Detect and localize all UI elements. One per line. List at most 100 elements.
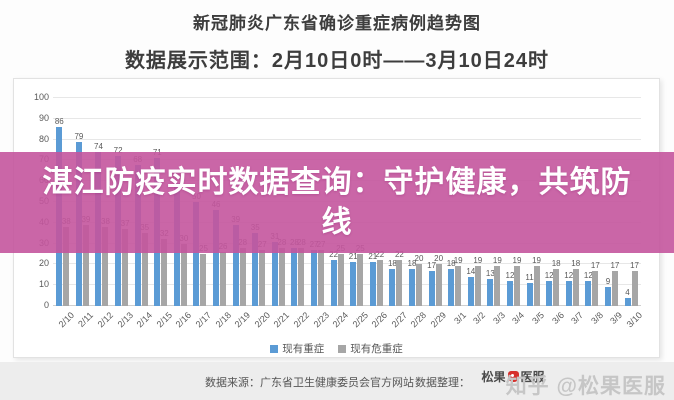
bar-critical xyxy=(357,254,364,306)
y-tick-label: 80 xyxy=(38,133,49,144)
bar-severe xyxy=(408,268,415,306)
bar-value-label: 19 xyxy=(492,256,502,266)
songguo-logo: 松果 医服 xyxy=(478,368,548,385)
data-editor-text: 数据整理： xyxy=(415,377,470,389)
bar-severe xyxy=(546,281,553,306)
bar-value-label: 19 xyxy=(473,256,483,266)
page-title: 新冠肺炎广东省确诊重症病例趋势图 xyxy=(193,14,481,33)
bar-critical xyxy=(180,243,187,306)
bar-value-label: 17 xyxy=(610,260,620,270)
legend-swatch-severe-icon xyxy=(270,344,279,353)
bar-critical xyxy=(533,266,540,306)
bar-critical xyxy=(494,266,501,306)
bar-value-label: 22 xyxy=(329,250,339,260)
bar-critical xyxy=(513,266,520,306)
bar-value-label: 22 xyxy=(375,250,385,260)
gridline xyxy=(53,284,641,286)
legend-label-severe: 现有重症 xyxy=(282,343,325,355)
bar-severe xyxy=(565,281,572,306)
date-slot: 13 19 3/3 xyxy=(484,98,507,325)
bar-value-label: 21 xyxy=(348,252,358,262)
gridline xyxy=(53,97,641,98)
date-slot: 9 17 3/9 xyxy=(602,98,624,326)
date-slot: 18 20 2/28 xyxy=(406,98,429,329)
bar-value-label: 19 xyxy=(532,256,541,266)
date-slot: 11 19 3/5 xyxy=(523,98,546,325)
bar-critical xyxy=(611,270,618,306)
bar-critical xyxy=(220,251,227,306)
gridline xyxy=(53,117,641,119)
bar-value-label: 21 xyxy=(368,252,378,262)
logo-text-right: 医服 xyxy=(520,370,545,384)
bar-severe xyxy=(624,297,631,306)
bar-severe xyxy=(389,268,396,306)
bar-value-label: 12 xyxy=(505,271,515,281)
bar-value-label: 14 xyxy=(466,266,476,276)
bar-severe xyxy=(193,202,200,306)
bar-critical xyxy=(278,247,285,306)
zhihu-watermark: 知乎 @松果医服 xyxy=(505,375,666,398)
bar-critical xyxy=(337,254,344,306)
bar-severe xyxy=(467,276,474,306)
bar-value-label: 18 xyxy=(387,258,397,268)
bar-severe xyxy=(311,249,318,306)
pinecone-logo-icon xyxy=(507,371,519,382)
bar-value-label: 19 xyxy=(512,256,522,266)
bar-critical xyxy=(239,247,246,306)
bar-value-label: 74 xyxy=(94,142,103,152)
y-tick-label: 100 xyxy=(33,92,49,102)
bar-value-label: 18 xyxy=(446,258,456,268)
legend-label-critical: 现有危重症 xyxy=(350,343,403,355)
bar-severe xyxy=(291,247,298,306)
bar-critical xyxy=(396,260,403,306)
bar-severe xyxy=(350,262,357,306)
bar-critical xyxy=(259,249,266,306)
gridline xyxy=(53,263,641,265)
logo-text-left: 松果 xyxy=(481,370,506,384)
bar-value-label: 17 xyxy=(590,260,600,270)
bar-value-label: 79 xyxy=(74,131,84,141)
date-slot: 12 18 3/7 xyxy=(562,98,585,326)
gridline xyxy=(53,138,641,140)
bar-value-label: 11 xyxy=(525,273,534,283)
legend-swatch-critical-icon xyxy=(338,344,347,353)
bar-value-label: 12 xyxy=(564,271,574,281)
bar-critical xyxy=(102,226,109,306)
legend-item-critical: 现有危重症 xyxy=(338,341,403,356)
bar-value-label: 18 xyxy=(407,258,417,268)
bar-severe xyxy=(252,233,259,306)
bar-critical xyxy=(200,254,207,306)
bar-severe xyxy=(448,268,455,306)
bar-critical xyxy=(474,266,481,306)
bar-critical xyxy=(318,249,325,306)
date-slot: 18 22 2/27 xyxy=(386,98,409,329)
date-slot: 18 19 3/1 xyxy=(445,98,468,325)
date-slot: 12 17 3/8 xyxy=(582,98,605,326)
y-tick-label: 10 xyxy=(38,279,49,290)
chart-legend: 现有重症 现有危重症 xyxy=(14,341,659,356)
bar-critical xyxy=(572,268,579,306)
bar-value-label: 72 xyxy=(113,146,123,156)
bar-severe xyxy=(232,224,239,306)
bar-value-label: 9 xyxy=(605,277,611,287)
footer-bar: 数据来源：广东省卫生健康委员会官方网站 数据整理： 松果 医服 知乎 @松果医服 xyxy=(0,362,674,400)
y-tick-label: 0 xyxy=(43,300,49,310)
bar-value-label: 18 xyxy=(571,258,581,268)
bar-severe xyxy=(604,287,611,306)
bar-value-label: 12 xyxy=(583,271,593,281)
date-slot: 21 22 2/26 xyxy=(367,98,389,329)
bar-critical xyxy=(553,268,560,306)
bar-severe xyxy=(369,262,376,306)
bar-value-label: 22 xyxy=(394,250,404,260)
promo-overlay-banner: 湛江防疫实时数据查询：守护健康，共筑防线 xyxy=(0,152,674,253)
data-source-text: 数据来源：广东省卫生健康委员会官方网站 xyxy=(205,377,414,389)
bar-critical xyxy=(415,264,422,306)
date-range-subtitle: 数据展示范围：2月10日0时——3月10日24时 xyxy=(124,50,550,72)
bar-value-label: 20 xyxy=(414,254,424,264)
y-tick-label: 20 xyxy=(38,258,49,269)
bar-value-label: 13 xyxy=(485,268,495,278)
bar-critical xyxy=(592,270,599,306)
date-slot: 17 20 2/29 xyxy=(425,98,448,329)
bar-severe xyxy=(428,270,435,306)
